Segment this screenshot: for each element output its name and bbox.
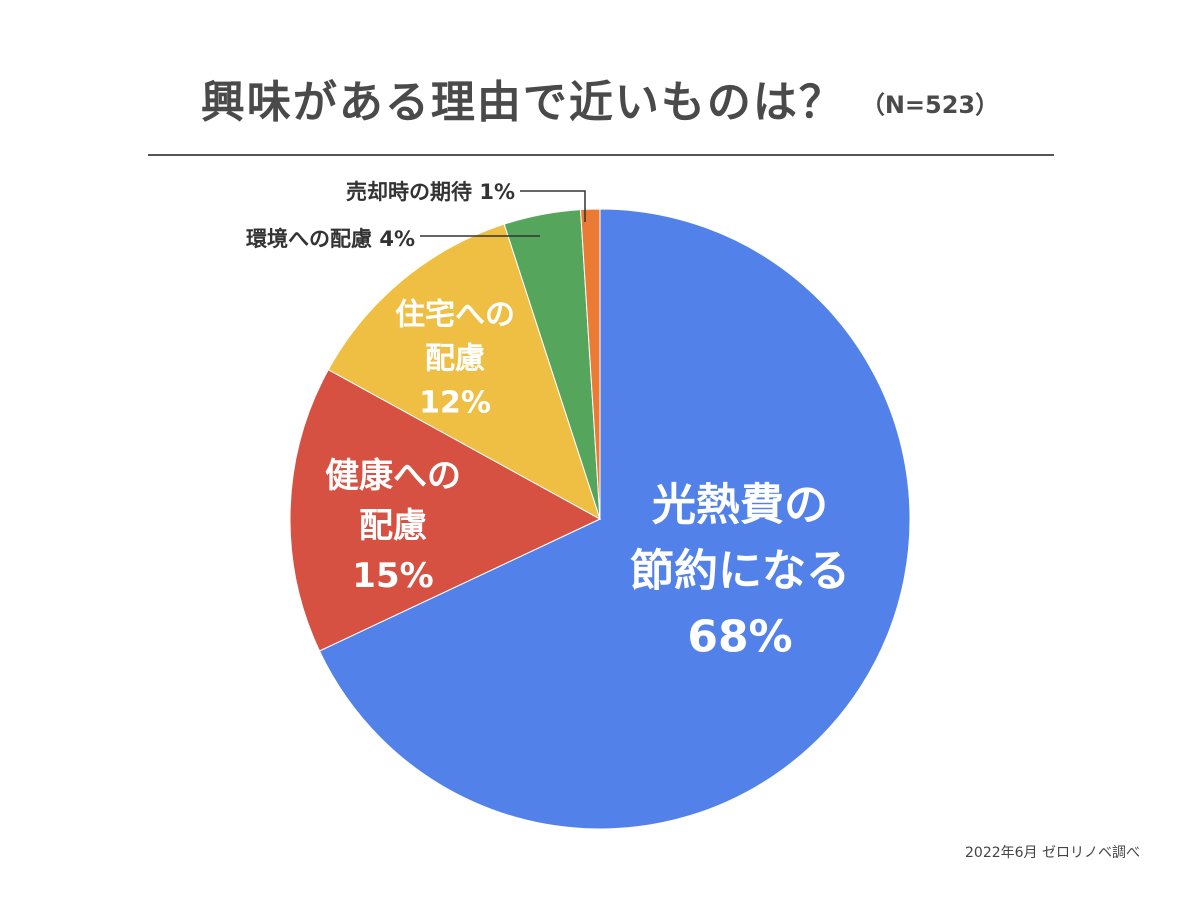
leader-line bbox=[520, 190, 586, 222]
slice-percent: 12% bbox=[419, 386, 491, 421]
source-note: 2022年6月 ゼロリノベ調べ bbox=[965, 845, 1140, 861]
sample-size: （N=523） bbox=[860, 91, 1000, 119]
pie-slice bbox=[327, 223, 601, 521]
slice-percent: 15% bbox=[352, 556, 433, 596]
slice-label-line: 節約になる bbox=[630, 545, 850, 596]
slice-label: 環境への配慮 4% bbox=[246, 227, 415, 251]
pie-slice bbox=[318, 208, 911, 830]
slice-label: 売却時の期待 1% bbox=[346, 180, 515, 204]
slice-label: 健康への配慮 15% bbox=[325, 456, 461, 596]
slice-label-line: 配慮 bbox=[425, 342, 485, 377]
slice-label-line: 配慮 bbox=[359, 506, 427, 546]
chart-title: 興味がある理由で近いものは？ bbox=[200, 77, 845, 128]
slice-percent: 68% bbox=[687, 611, 792, 662]
title-divider bbox=[148, 154, 1054, 156]
slice-label-line: 健康への bbox=[325, 456, 461, 496]
pie-labels: 光熱費の節約になる 68%健康への配慮 15%住宅への配慮 12%環境への配慮 4%売… bbox=[246, 180, 850, 662]
slice-label-line: 光熱費の bbox=[652, 479, 828, 530]
slice-label: 光熱費の節約になる 68% bbox=[630, 479, 850, 662]
pie-slice bbox=[580, 208, 601, 520]
slice-label: 住宅への配慮 12% bbox=[395, 298, 515, 421]
pie-slice bbox=[289, 368, 602, 652]
slice-label-line: 住宅への bbox=[395, 298, 515, 333]
pie-slices bbox=[289, 208, 911, 830]
chart-title-row: 興味がある理由で近いものは？ （N=523） bbox=[0, 66, 1200, 130]
